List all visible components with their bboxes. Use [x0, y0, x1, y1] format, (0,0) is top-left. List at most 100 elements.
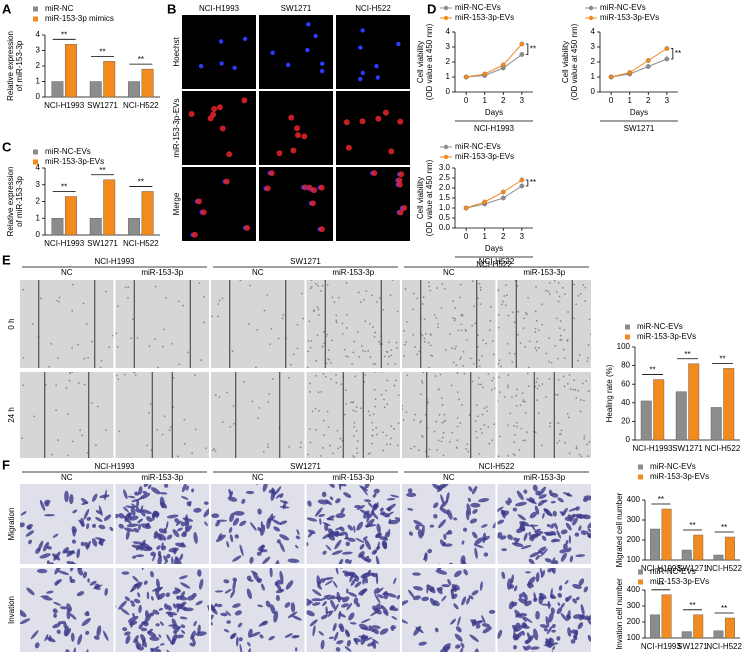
- cell: [573, 317, 575, 320]
- stained-cell: [582, 497, 588, 502]
- cell: [344, 413, 346, 416]
- cell: [579, 293, 582, 295]
- stained-cell: [262, 484, 268, 492]
- column-header: NC: [443, 473, 455, 482]
- y-tick-label: 4: [36, 163, 41, 172]
- stained-cell: [436, 587, 443, 595]
- cell: [44, 383, 47, 386]
- cell: [251, 400, 254, 403]
- cell: [267, 443, 270, 446]
- cell: [403, 329, 406, 332]
- y-tick-label: 1: [591, 72, 596, 81]
- cell: [395, 346, 398, 349]
- cell: [90, 402, 93, 404]
- cell: [374, 331, 376, 334]
- cell: [296, 323, 299, 326]
- stained-cell: [186, 485, 189, 491]
- bar: [89, 81, 102, 98]
- bar: [710, 407, 722, 441]
- y-tick-label: 2: [36, 197, 41, 206]
- cell: [172, 376, 175, 379]
- stained-cell: [163, 484, 169, 488]
- cell: [309, 382, 312, 385]
- stained-cell: [193, 620, 197, 627]
- stained-cell: [146, 591, 150, 600]
- stained-cell: [518, 598, 528, 604]
- significance-label: **: [138, 178, 144, 187]
- image-cell: [402, 484, 496, 564]
- stained-cell: [70, 632, 75, 642]
- stained-cell: [344, 629, 350, 638]
- stained-cell: [193, 507, 202, 513]
- column-header: NC: [252, 268, 264, 277]
- cell: [541, 323, 544, 326]
- cell: [330, 339, 333, 342]
- ev-signal: [309, 200, 316, 207]
- stained-cell: [578, 578, 585, 586]
- cell: [39, 297, 42, 300]
- stained-cell: [559, 549, 567, 554]
- stained-cell: [535, 490, 541, 496]
- cell: [506, 386, 509, 389]
- cell: [127, 296, 129, 299]
- x-tick-label: NCI-H522: [706, 564, 742, 573]
- bar: [103, 179, 116, 236]
- stained-cell: [270, 604, 276, 615]
- cell: [513, 441, 516, 444]
- cell: [517, 310, 520, 313]
- stained-cell: [358, 635, 369, 639]
- stained-cell: [291, 635, 300, 639]
- cell: [476, 415, 479, 418]
- cell: [316, 306, 319, 308]
- stained-cell: [429, 586, 435, 592]
- stained-cell: [180, 521, 186, 527]
- cell: [566, 339, 569, 342]
- image-cell: [259, 15, 333, 89]
- stained-cell: [279, 570, 284, 583]
- cell: [493, 423, 496, 426]
- cell: [154, 338, 156, 341]
- stained-cell: [46, 590, 54, 594]
- bar: [650, 528, 661, 561]
- cell: [547, 290, 550, 293]
- stained-cell: [483, 552, 489, 557]
- cell: [177, 300, 180, 303]
- cell: [556, 394, 559, 396]
- cell: [322, 372, 325, 375]
- stained-cell: [20, 522, 25, 528]
- cell: [418, 449, 420, 452]
- cell: [516, 388, 519, 391]
- ev-signal: [188, 110, 195, 117]
- cell: [391, 280, 394, 282]
- cell: [337, 296, 340, 299]
- cell: [528, 340, 531, 343]
- cell: [444, 419, 447, 422]
- cell: [567, 416, 570, 419]
- cell: [83, 383, 86, 386]
- cell: [460, 323, 463, 326]
- cell: [482, 339, 484, 342]
- cell: [436, 287, 439, 289]
- point: [608, 74, 614, 80]
- cell: [376, 301, 378, 303]
- stained-cell: [547, 600, 551, 610]
- stained-cell: [166, 553, 171, 559]
- cell: [170, 342, 173, 345]
- cell: [558, 327, 561, 330]
- scratch-image: [211, 372, 305, 458]
- stained-cell: [546, 638, 552, 645]
- stained-cell: [167, 612, 174, 618]
- stained-cell: [470, 502, 481, 508]
- stained-cell: [379, 511, 386, 516]
- ev-signal: [396, 181, 403, 188]
- stained-cell: [178, 575, 188, 580]
- stained-cell: [515, 625, 523, 632]
- cell: [427, 401, 429, 404]
- cell: [583, 437, 586, 440]
- stained-cell: [276, 468, 281, 477]
- stained-cell: [587, 533, 591, 539]
- cell: [515, 404, 518, 407]
- cell: [343, 348, 346, 351]
- stained-cell: [335, 513, 346, 519]
- stained-cell: [125, 635, 131, 644]
